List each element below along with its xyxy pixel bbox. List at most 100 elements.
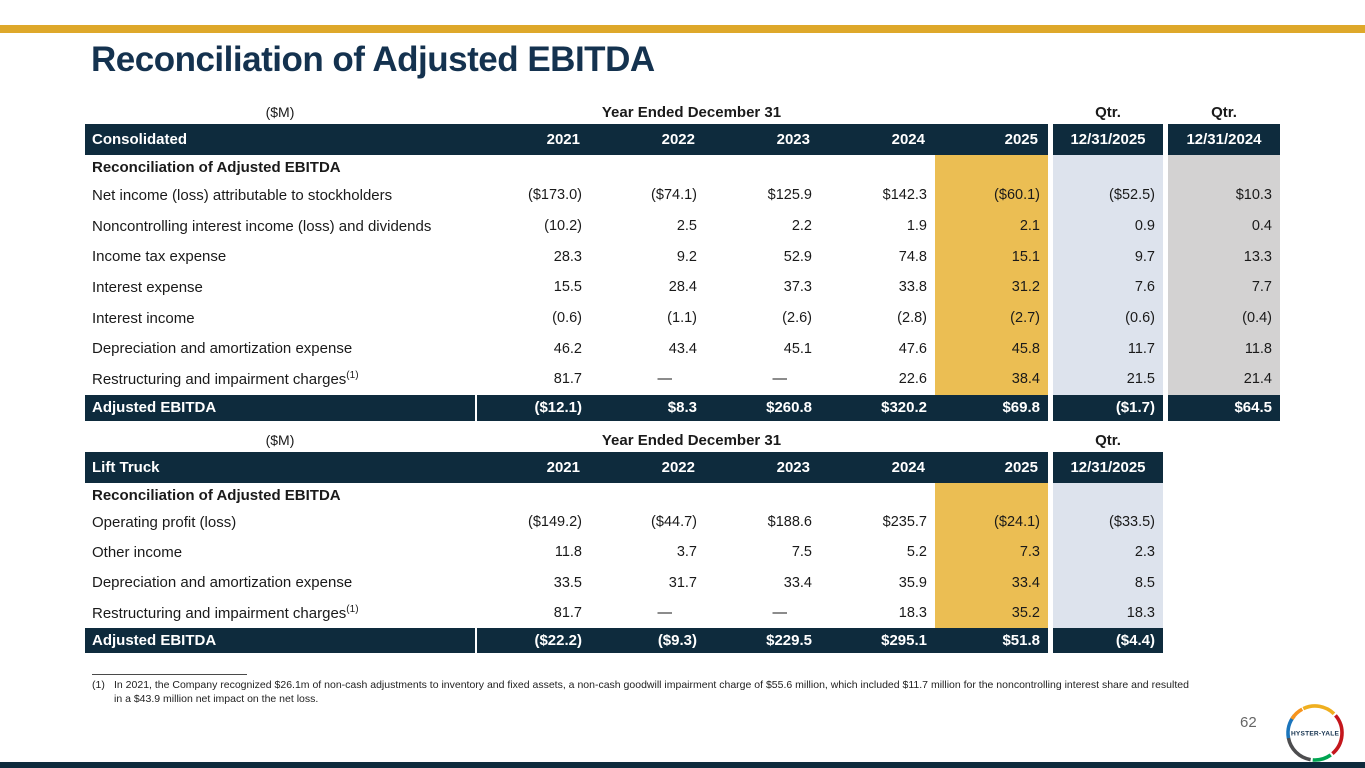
value-cell: $8.3: [590, 394, 705, 421]
value-cell: 21.4: [1168, 364, 1280, 395]
value-cell: ($60.1): [935, 180, 1048, 211]
qtr-label: Qtr.: [1095, 431, 1121, 449]
value-cell: 2.3: [1053, 537, 1163, 568]
value-cell: ($4.4): [1053, 628, 1163, 654]
value-cell: ($74.1): [651, 187, 697, 204]
value-cell: —: [657, 371, 673, 388]
value-cell: 13.3: [1168, 241, 1280, 273]
highlight-fill: [1053, 155, 1163, 180]
value-cell: $10.3: [1168, 180, 1280, 211]
row-label: Restructuring and impairment charges(1): [92, 603, 359, 622]
value-cell: 0.9: [1053, 210, 1163, 242]
value-cell: 2023: [705, 124, 820, 155]
section-header-row: Reconciliation of Adjusted EBITDA: [85, 155, 1280, 180]
table-header-row: Lift Truck 2021 2022 2023 2024 2025 12/31/20…: [85, 452, 1163, 483]
value-cell: 28.4: [668, 279, 697, 296]
table-row: Income tax expense 28.3 9.2 52.9 74.8 15.1 9.…: [85, 241, 1280, 273]
row-label: Other income: [92, 543, 183, 561]
value-cell: 31.2: [935, 272, 1048, 303]
value-cell: —: [772, 371, 788, 388]
value-cell: 28.3: [553, 248, 582, 265]
unit-label: ($M): [265, 432, 295, 448]
footnote-divider: [92, 674, 247, 675]
highlight-fill: [1053, 483, 1163, 507]
value-cell: 7.3: [935, 537, 1048, 568]
value-cell: (0.6): [552, 310, 582, 327]
value-cell: 22.6: [898, 371, 927, 388]
value-cell: 43.4: [668, 340, 697, 357]
highlight-fill: [1168, 155, 1280, 180]
value-cell: 11.8: [554, 544, 582, 561]
table-row: Depreciation and amortization expense 33…: [85, 567, 1163, 598]
value-cell: $188.6: [767, 514, 812, 531]
value-cell: $229.5: [705, 628, 820, 654]
table-row: Restructuring and impairment charges(1) …: [85, 597, 1163, 629]
highlight-fill: [935, 483, 1048, 507]
top-accent-bar: [0, 25, 1365, 33]
value-cell: 37.3: [783, 279, 812, 296]
table-header-row: Consolidated 2021 2022 2023 2024 2025 12/31/…: [85, 124, 1280, 155]
value-cell: 33.4: [935, 567, 1048, 598]
footnote-marker: (1): [92, 679, 105, 691]
value-cell: ($1.7): [1053, 394, 1163, 421]
value-cell: 2025: [935, 452, 1048, 483]
footnote-text: In 2021, the Company recognized $26.1m o…: [114, 679, 1189, 706]
consolidated-table: ($M) Year Ended December 31 Qtr. Qtr. Co…: [85, 100, 1280, 421]
table-row: Restructuring and impairment charges(1) …: [85, 364, 1280, 395]
value-cell: $320.2: [820, 394, 935, 421]
hyster-yale-logo: HYSTER-YALE: [1286, 704, 1344, 762]
table-row: Interest expense 15.5 28.4 37.3 33.8 31.2 7.6…: [85, 272, 1280, 303]
value-cell: 5.2: [906, 544, 927, 561]
value-cell: 47.6: [898, 340, 927, 357]
table-title-cell: Consolidated: [85, 124, 475, 155]
section-header-row: Reconciliation of Adjusted EBITDA: [85, 483, 1163, 507]
value-cell: 7.5: [791, 544, 812, 561]
value-cell: (2.6): [782, 310, 812, 327]
row-label: Income tax expense: [92, 248, 227, 266]
value-cell: 12/31/2024: [1168, 124, 1280, 155]
value-cell: $51.8: [935, 628, 1048, 654]
value-cell: 33.8: [898, 279, 927, 296]
value-cell: 2.5: [676, 218, 697, 235]
value-cell: ($33.5): [1053, 507, 1163, 538]
logo-text: HYSTER-YALE: [1291, 731, 1340, 738]
value-cell: 2022: [590, 452, 705, 483]
row-label: Restructuring and impairment charges(1): [92, 369, 359, 388]
page-number: 62: [1240, 714, 1257, 731]
value-cell: 2025: [935, 124, 1048, 155]
column-group-labels: ($M) Year Ended December 31 Qtr.: [85, 428, 1163, 452]
bottom-accent-bar: [0, 762, 1365, 768]
value-cell: ($52.5): [1053, 180, 1163, 211]
value-cell: $69.8: [935, 394, 1048, 421]
value-cell: 0.4: [1168, 210, 1280, 242]
value-cell: $125.9: [767, 187, 812, 204]
period-label: Year Ended December 31: [601, 103, 782, 121]
row-label: Depreciation and amortization expense: [92, 340, 353, 358]
value-cell: 7.7: [1168, 272, 1280, 303]
footnote: (1) In 2021, the Company recognized $26.…: [92, 674, 1197, 706]
value-cell: (0.6): [1053, 302, 1163, 334]
table-title-cell: Lift Truck: [85, 452, 475, 483]
value-cell: 11.7: [1053, 333, 1163, 365]
value-cell: (1.1): [667, 310, 697, 327]
value-cell: 33.5: [553, 574, 582, 591]
value-cell: 31.7: [668, 574, 697, 591]
value-cell: 9.2: [676, 248, 697, 265]
total-row: Adjusted EBITDA ($22.2) ($9.3) $229.5 $295.…: [85, 628, 1163, 654]
value-cell: 2.1: [935, 210, 1048, 242]
value-cell: 35.9: [898, 574, 927, 591]
value-cell: —: [657, 605, 673, 622]
row-label: Noncontrolling interest income (loss) an…: [92, 217, 432, 235]
value-cell: 33.4: [783, 574, 812, 591]
total-label: Adjusted EBITDA: [85, 628, 475, 654]
table-row: Noncontrolling interest income (loss) an…: [85, 210, 1280, 242]
value-cell: 2022: [590, 124, 705, 155]
value-cell: 11.8: [1168, 333, 1280, 365]
value-cell: ($24.1): [935, 507, 1048, 538]
value-cell: ($44.7): [651, 514, 697, 531]
period-label: Year Ended December 31: [601, 431, 782, 449]
value-cell: 12/31/2025: [1053, 124, 1163, 155]
value-cell: ($9.3): [590, 628, 705, 654]
value-cell: 2021: [475, 452, 590, 483]
value-cell: 2024: [820, 452, 935, 483]
